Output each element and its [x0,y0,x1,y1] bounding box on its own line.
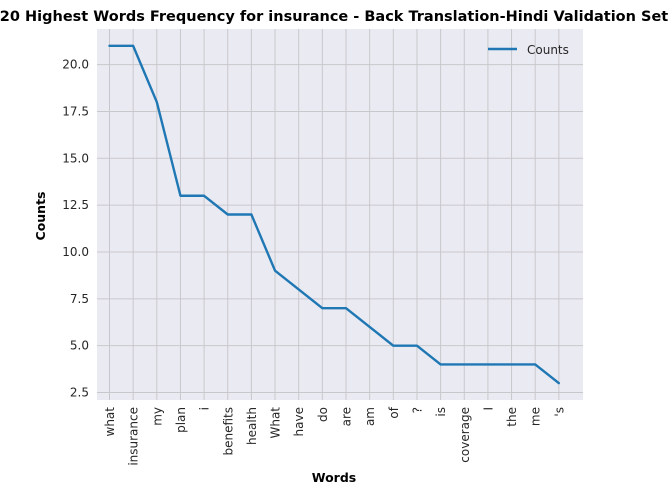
y-axis-label: Counts [33,192,48,241]
x-tick-label: of [387,406,401,418]
x-tick-label: me [529,407,543,426]
x-tick-label: What [269,407,283,439]
y-tick-label: 17.5 [62,104,89,118]
y-tick-label: 15.0 [62,151,89,165]
y-tick-label: 20.0 [62,58,89,72]
x-tick-label: are [340,407,354,426]
x-tick-label: insurance [127,407,141,466]
chart-title: 20 Highest Words Frequency for insurance… [0,9,668,25]
x-tick-label: 's [552,407,566,417]
x-tick-label: is [434,407,448,417]
x-tick-label: plan [174,407,188,433]
x-axis-label: Words [312,470,356,485]
x-tick-label: benefits [221,407,235,456]
x-tick-label: do [316,407,330,422]
y-tick-label: 5.0 [70,339,89,353]
y-axis-ticks: 2.5 5.0 7.5 10.0 12.5 15.0 17.5 20.0 [62,58,89,400]
x-tick-label: coverage [458,407,472,463]
y-tick-label: 12.5 [62,198,89,212]
x-tick-label: I [481,407,495,411]
x-tick-label: have [292,407,306,436]
x-tick-label: health [245,407,259,445]
x-tick-label: what [103,407,117,437]
x-tick-label: the [505,407,519,427]
legend-label-counts: Counts [527,43,569,57]
x-tick-label: i [198,407,212,410]
x-tick-label: my [150,407,164,426]
x-axis-ticks: what insurance my plan i benefits health What ha… [103,406,566,465]
x-tick-label: am [363,407,377,426]
x-tick-label: ? [410,407,424,413]
plot-area [97,29,583,400]
y-tick-label: 10.0 [62,245,89,259]
y-tick-label: 2.5 [70,386,89,400]
y-tick-label: 7.5 [70,292,89,306]
